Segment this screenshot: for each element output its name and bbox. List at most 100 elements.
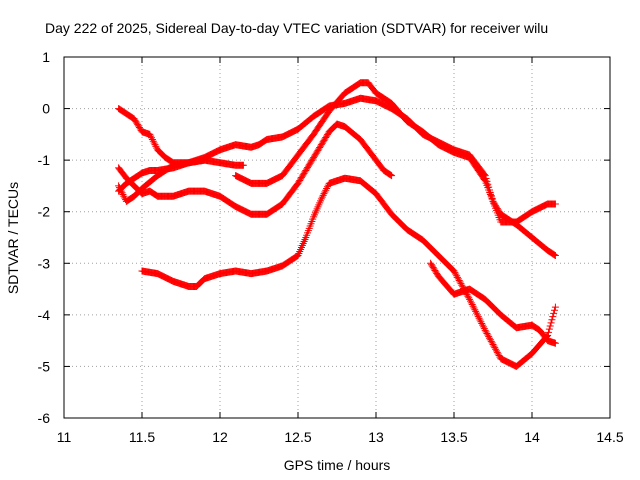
data-point: [323, 132, 331, 140]
data-point: [300, 169, 308, 177]
data-point: [470, 304, 478, 312]
chart-title: Day 222 of 2025, Sidereal Day-to-day VTE…: [45, 20, 548, 36]
data-point: [297, 175, 305, 183]
data-point: [486, 334, 494, 342]
data-point: [386, 170, 394, 178]
data-point: [115, 184, 123, 192]
data-point: [119, 191, 127, 199]
data-point: [484, 331, 492, 339]
data-point: [323, 131, 331, 139]
series-track-6: [138, 174, 559, 370]
data-point: [473, 309, 481, 317]
x-tick-label: 14: [524, 429, 540, 445]
data-point: [492, 347, 500, 355]
data-point: [545, 325, 553, 333]
data-point: [308, 156, 316, 164]
x-tick-label: 11: [57, 429, 72, 445]
data-point: [492, 202, 500, 210]
data-point: [479, 323, 487, 331]
data-point: [489, 341, 497, 349]
data-point: [303, 165, 311, 173]
data-point: [320, 136, 328, 144]
data-point: [481, 326, 489, 334]
data-point: [321, 135, 329, 143]
data-point: [465, 294, 473, 302]
data-point: [319, 191, 327, 199]
data-point: [313, 148, 321, 156]
data-point: [450, 267, 458, 275]
data-point: [295, 178, 303, 186]
data-point: [148, 134, 156, 142]
data-point: [315, 145, 323, 153]
data-point: [146, 130, 154, 138]
data-point: [427, 261, 435, 269]
data-point: [305, 161, 313, 169]
data-point: [544, 328, 552, 336]
series-track-1: [115, 105, 247, 169]
data-point: [149, 137, 157, 145]
y-tick-label: -2: [38, 204, 51, 220]
data-point: [134, 121, 142, 129]
data-point: [453, 272, 461, 280]
data-point: [482, 328, 490, 336]
data-point: [491, 200, 499, 208]
data-point: [429, 264, 437, 272]
data-point: [453, 273, 461, 281]
data-point: [147, 132, 155, 140]
data-point: [239, 161, 247, 169]
data-point: [120, 192, 128, 200]
data-point: [297, 174, 305, 182]
data-point: [549, 313, 557, 321]
y-tick-label: -5: [38, 358, 51, 374]
series-track-3: [115, 120, 396, 218]
data-point: [200, 156, 208, 164]
data-point: [477, 318, 485, 326]
data-point: [490, 342, 498, 350]
data-point: [551, 200, 559, 208]
data-point: [133, 119, 141, 127]
data-point: [551, 252, 559, 260]
data-point: [135, 122, 143, 130]
data-point: [310, 154, 318, 162]
data-point: [151, 141, 159, 149]
data-point: [469, 302, 477, 310]
data-point: [550, 309, 558, 317]
y-tick-label: 0: [42, 101, 50, 117]
data-point: [551, 339, 559, 347]
y-axis-label: SDTVAR / TECUs: [5, 182, 21, 294]
data-point: [131, 116, 139, 124]
data-point: [468, 301, 476, 309]
data-point: [474, 313, 482, 321]
data-point: [466, 297, 474, 305]
x-tick-label: 13: [368, 429, 384, 445]
data-point: [130, 115, 138, 123]
plot-frame: [63, 56, 611, 419]
data-point: [387, 171, 395, 179]
data-point: [431, 266, 439, 274]
data-point: [323, 183, 331, 191]
data-point: [492, 345, 500, 353]
data-point: [388, 172, 396, 180]
data-point: [314, 146, 322, 154]
data-point: [296, 176, 304, 184]
data-point: [548, 316, 556, 324]
data-point: [148, 136, 156, 144]
data-point: [492, 203, 500, 211]
data-point: [321, 188, 329, 196]
data-point: [472, 307, 480, 315]
data-point: [117, 187, 125, 195]
data-point: [311, 151, 319, 159]
data-point: [298, 172, 306, 180]
data-point: [433, 269, 441, 277]
x-tick-label: 12.5: [284, 429, 311, 445]
data-point: [485, 333, 493, 341]
data-point: [304, 162, 312, 170]
data-point: [489, 197, 497, 205]
data-point: [547, 319, 555, 327]
data-point: [491, 344, 499, 352]
data-point: [316, 144, 324, 152]
data-point: [458, 281, 466, 289]
data-point: [307, 158, 315, 166]
data-point: [551, 303, 559, 311]
